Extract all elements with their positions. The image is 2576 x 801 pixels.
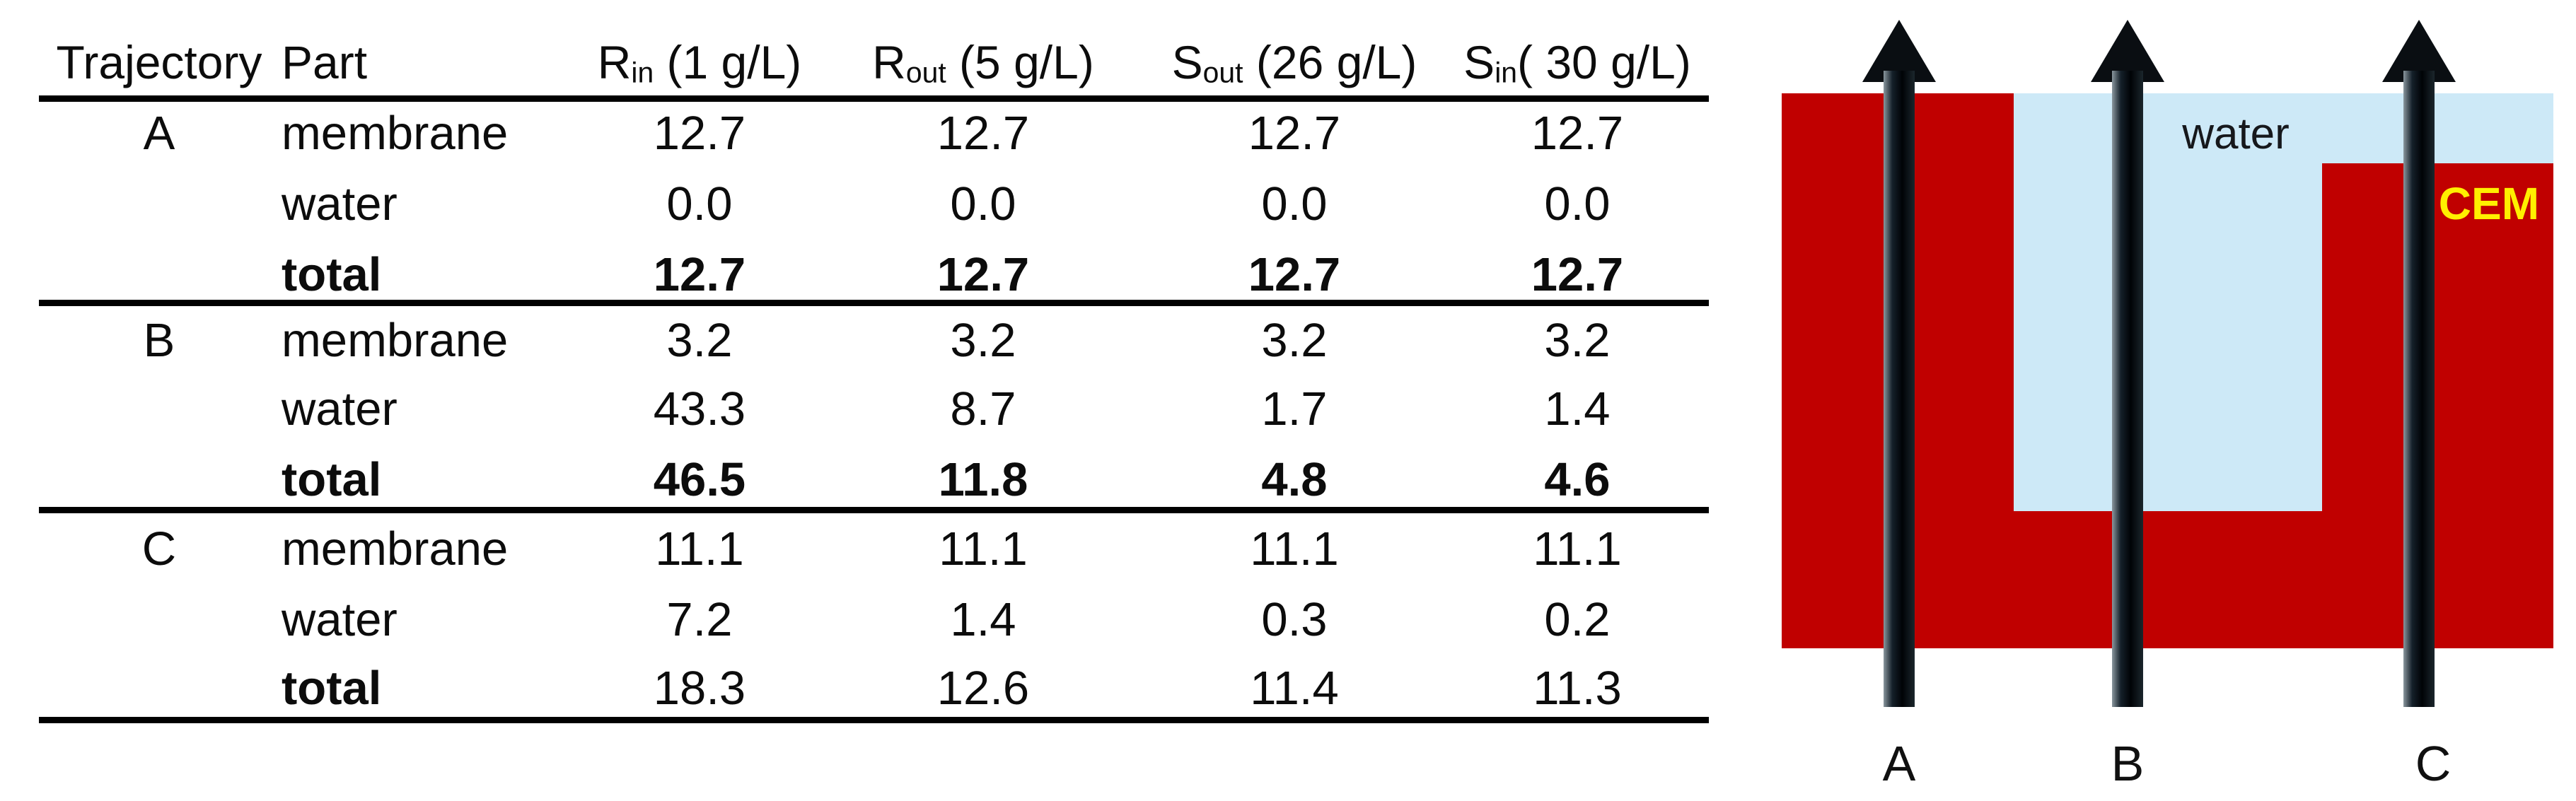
value-cell: 11.8 xyxy=(938,453,1028,506)
value-cell: 12.7 xyxy=(1248,248,1341,301)
value-cell: 4.8 xyxy=(1261,453,1328,506)
value-cell: 12.7 xyxy=(1531,248,1624,301)
value-cell: 0.2 xyxy=(1544,593,1611,646)
value-cell: 18.3 xyxy=(653,662,746,715)
value-cell: 11.1 xyxy=(1250,522,1339,575)
header-s-in: Sin( 30 g/L) xyxy=(1463,36,1691,89)
header-rule-line xyxy=(39,95,1709,102)
value-cell: 1.7 xyxy=(1261,382,1328,435)
value-cell: 12.7 xyxy=(653,248,746,301)
part-label: water xyxy=(282,177,398,230)
cem-right-block xyxy=(2322,163,2553,648)
value-cell: 0.0 xyxy=(666,177,733,230)
value-cell: 0.0 xyxy=(1261,177,1328,230)
value-cell: 7.2 xyxy=(666,593,733,646)
value-cell: 11.1 xyxy=(655,522,744,575)
part-label: water xyxy=(282,382,398,435)
table-row: water 43.3 8.7 1.7 1.4 xyxy=(0,375,1740,443)
value-cell: 0.3 xyxy=(1261,593,1328,646)
value-cell: 12.7 xyxy=(1248,107,1341,160)
header-trajectory: Trajectory xyxy=(56,36,262,88)
value-cell: 1.4 xyxy=(1544,382,1611,435)
value-cell: 12.7 xyxy=(936,107,1030,160)
part-label: water xyxy=(282,593,398,646)
value-cell: 0.0 xyxy=(950,177,1016,230)
table-row: B membrane 3.2 3.2 3.2 3.2 xyxy=(0,306,1740,375)
arrow-shaft xyxy=(1884,71,1915,707)
value-cell: 12.7 xyxy=(1531,107,1624,160)
value-cell: 3.2 xyxy=(1261,314,1328,367)
subscript: in xyxy=(631,56,654,89)
trajectory-label: A xyxy=(143,107,175,160)
value-cell: 11.4 xyxy=(1250,662,1339,715)
value-cell: 11.3 xyxy=(1533,662,1622,715)
arrow-label-c: C xyxy=(2415,736,2452,791)
table-row: water 7.2 1.4 0.3 0.2 xyxy=(0,585,1740,654)
part-label: membrane xyxy=(282,107,509,160)
part-label: total xyxy=(282,248,382,301)
table-row-total: total 46.5 11.8 4.8 4.6 xyxy=(0,445,1740,514)
value-cell: 3.2 xyxy=(1544,314,1611,367)
value-cell: 4.6 xyxy=(1544,453,1611,506)
bottom-rule-line xyxy=(39,717,1709,723)
value-cell: 3.2 xyxy=(950,314,1016,367)
group-rule-line xyxy=(39,507,1709,513)
trajectory-label: B xyxy=(143,314,175,367)
arrow-shaft xyxy=(2112,71,2143,707)
value-cell: 12.6 xyxy=(936,662,1030,715)
value-cell: 3.2 xyxy=(666,314,733,367)
header-s-out: Sout (26 g/L) xyxy=(1171,36,1417,89)
arrow-shaft xyxy=(2403,71,2435,707)
value-cell: 1.4 xyxy=(950,593,1016,646)
part-label: membrane xyxy=(282,522,509,575)
value-cell: 11.1 xyxy=(1533,522,1622,575)
subscript: in xyxy=(1495,56,1518,89)
part-label: membrane xyxy=(282,314,509,367)
header-part: Part xyxy=(282,36,368,88)
table-row-total: total 12.7 12.7 12.7 12.7 xyxy=(0,240,1740,309)
table-row: water 0.0 0.0 0.0 0.0 xyxy=(0,170,1740,238)
part-label: total xyxy=(282,453,382,506)
header-r-out: Rout (5 g/L) xyxy=(872,36,1094,89)
arrow-label-b: B xyxy=(2111,736,2145,791)
value-cell: 43.3 xyxy=(653,382,746,435)
header-r-in: Rin (1 g/L) xyxy=(597,36,802,89)
value-cell: 0.0 xyxy=(1544,177,1611,230)
part-label: total xyxy=(282,662,382,715)
value-cell: 11.1 xyxy=(939,522,1028,575)
table-row: C membrane 11.1 11.1 11.1 11.1 xyxy=(0,515,1740,583)
cem-label: CEM xyxy=(2438,178,2539,229)
value-cell: 8.7 xyxy=(950,382,1016,435)
subscript: out xyxy=(1202,56,1243,89)
water-label: water xyxy=(2182,110,2290,158)
table-row: A membrane 12.7 12.7 12.7 12.7 xyxy=(0,99,1740,168)
subscript: out xyxy=(905,56,946,89)
table-row-total: total 18.3 12.6 11.4 11.3 xyxy=(0,654,1740,723)
trajectory-label: C xyxy=(141,522,177,575)
value-cell: 12.7 xyxy=(653,107,746,160)
group-rule-line xyxy=(39,300,1709,306)
value-cell: 46.5 xyxy=(653,453,746,506)
table-header-row: Trajectory Part Rin (1 g/L) Rout (5 g/L)… xyxy=(0,28,1740,97)
arrow-label-a: A xyxy=(1882,736,1916,791)
value-cell: 12.7 xyxy=(936,248,1030,301)
